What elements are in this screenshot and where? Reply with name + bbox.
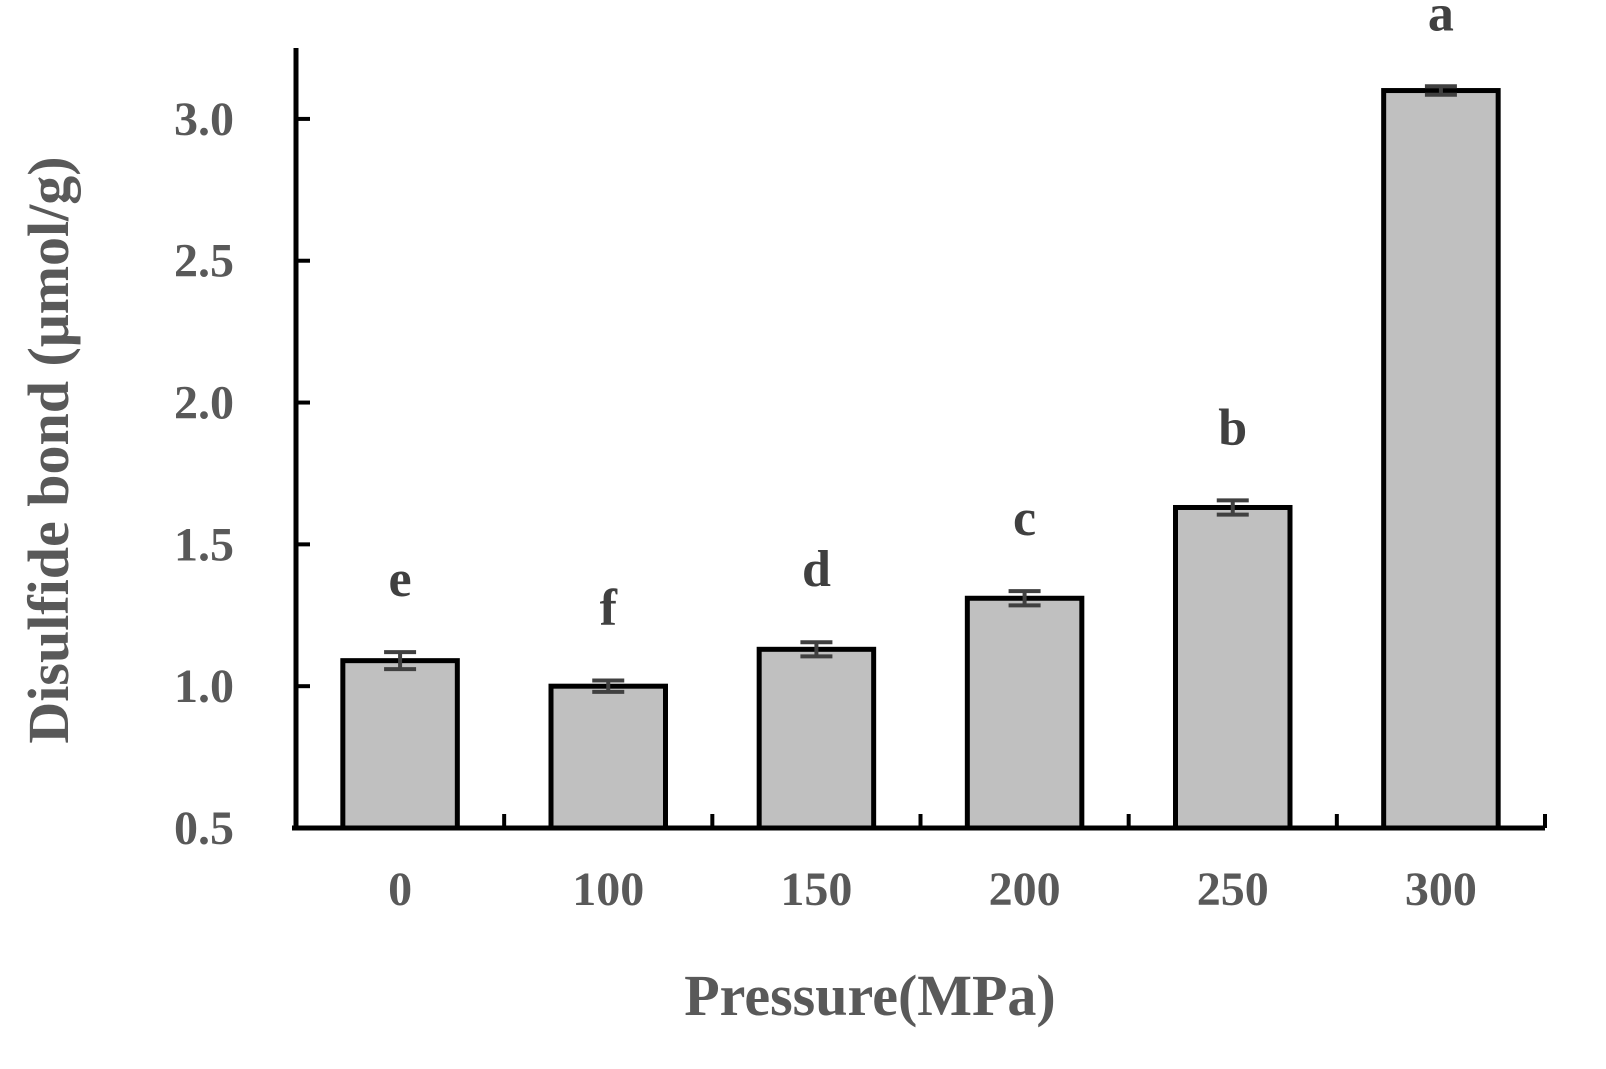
y-tick-label-2.0: 2.0: [174, 377, 234, 430]
x-axis-title: Pressure(MPa): [684, 963, 1056, 1028]
y-tick-label-2.5: 2.5: [174, 235, 234, 288]
significance-label-150: d: [802, 541, 831, 598]
bar-250: [1173, 504, 1293, 831]
significance-label-0: e: [389, 551, 412, 608]
bar-100: [548, 683, 668, 831]
bar-0: [340, 658, 460, 831]
bar-150: [756, 646, 877, 831]
plot-area: e 0 f 100 d 150 c 200 b 250 a 300 0.5 1.0 1.5 2.0 2.5 3.0: [174, 0, 1547, 916]
y-tick-label-1.0: 1.0: [174, 660, 234, 713]
x-tick-label-150: 150: [780, 863, 852, 916]
x-tick-label-300: 300: [1405, 863, 1477, 916]
y-tick-label-0.5: 0.5: [174, 802, 234, 855]
bar-200: [964, 595, 1085, 831]
significance-label-300: a: [1428, 0, 1454, 42]
y-tick-label-1.5: 1.5: [174, 518, 234, 571]
x-tick-label-200: 200: [989, 863, 1061, 916]
y-axis-title: Disulfide bond (μmol/g): [16, 156, 81, 743]
x-tick-label-0: 0: [388, 863, 412, 916]
significance-label-100: f: [600, 580, 618, 637]
y-tick-label-3.0: 3.0: [174, 93, 234, 146]
x-tick-label-100: 100: [572, 863, 644, 916]
bar-300: [1381, 88, 1501, 831]
significance-label-200: c: [1013, 490, 1036, 547]
significance-label-250: b: [1218, 399, 1247, 456]
x-tick-label-250: 250: [1197, 863, 1269, 916]
